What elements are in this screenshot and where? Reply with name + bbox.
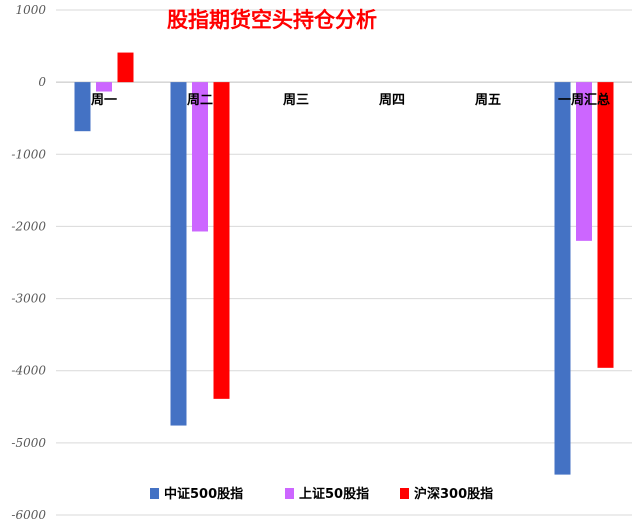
legend-swatch [400, 488, 409, 499]
category-label: 周二 [187, 93, 213, 108]
category-labels: 周一 周二 周三 周四 周五 一周汇总 [91, 92, 610, 108]
bar-0-1 [170, 82, 187, 426]
y-tick-label: 0 [38, 75, 46, 89]
category-label: 周五 [475, 93, 501, 108]
legend-label: 中证500股指 [164, 486, 243, 502]
category-label: 一周汇总 [558, 92, 610, 108]
bar-0-5 [554, 82, 571, 475]
legend: 中证500股指 上证50股指 沪深300股指 [150, 486, 493, 502]
y-tick-label: -1000 [11, 147, 46, 161]
y-tick-label: -2000 [11, 219, 46, 233]
bar-2-1 [213, 82, 230, 399]
category-label: 周三 [283, 93, 309, 108]
bar-1-0 [96, 82, 112, 92]
y-tick-label: -3000 [11, 292, 46, 306]
legend-label: 沪深300股指 [414, 486, 493, 502]
y-axis-ticks: 1000 0 -1000 -2000 -3000 -4000 -5000 -6000 [11, 3, 46, 519]
bars [74, 52, 614, 475]
legend-label: 上证50股指 [299, 486, 369, 502]
chart-title: 股指期货空头持仓分析 [167, 7, 377, 32]
legend-swatch [285, 488, 294, 499]
gridlines [56, 9, 632, 516]
bar-2-5 [597, 82, 614, 368]
y-tick-label: -5000 [11, 436, 46, 450]
category-label: 周四 [379, 93, 405, 108]
bar-2-0 [117, 52, 134, 83]
bar-1-5 [576, 82, 592, 241]
bar-0-0 [74, 82, 91, 132]
y-tick-label: -6000 [11, 508, 46, 519]
y-tick-label: 1000 [15, 3, 46, 17]
y-tick-label: -4000 [11, 364, 46, 378]
bar-1-1 [192, 82, 208, 232]
legend-swatch [150, 488, 159, 499]
category-label: 周一 [91, 93, 117, 108]
